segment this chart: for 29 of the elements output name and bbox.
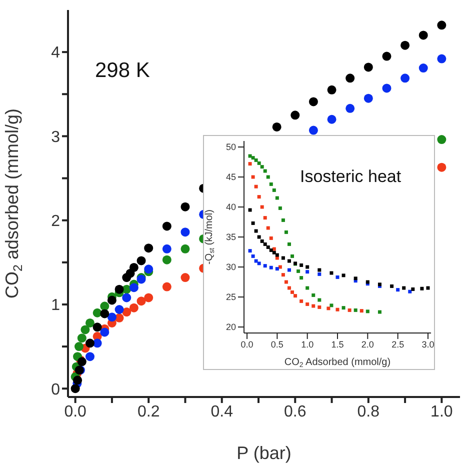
y-tick-label: 25 [226, 292, 236, 302]
y-tick-label: 45 [226, 172, 236, 182]
y-tick-label: 50 [226, 142, 236, 152]
x-tick-label: 0.6 [284, 403, 306, 420]
x-axis-title: CO$_{2}$ Adsorbed (mmol/g) [284, 357, 391, 370]
y-tick-label: 2 [51, 213, 60, 230]
x-axis-title: P (bar) [236, 443, 292, 463]
x-tick-label: 0.8 [357, 403, 380, 420]
y-tick-label: 35 [226, 232, 236, 242]
x-tick-label: 0.5 [270, 339, 284, 350]
y-tick-label: 4 [51, 44, 60, 62]
y-tick-label: 40 [226, 202, 236, 212]
y-tick-label: 1 [51, 297, 60, 314]
x-tick-label: 3.0 [422, 339, 434, 350]
y-tick-label: 0 [51, 381, 60, 398]
x-tick-label: 0.2 [137, 403, 160, 420]
annotation: 298 K [95, 59, 150, 83]
annotation: Isosteric heat [300, 167, 402, 187]
x-tick-label: 2.5 [392, 339, 404, 350]
x-tick-label: 2.0 [361, 339, 374, 350]
x-tick-label: 1.5 [331, 339, 344, 350]
x-tick-label: 1.0 [430, 403, 453, 420]
x-tick-label: 1.0 [301, 339, 314, 350]
y-tick-label: 20 [226, 322, 236, 332]
x-tick-label: 0.0 [64, 403, 87, 420]
y-tick-label: 3 [51, 128, 60, 146]
x-tick-label: 0.0 [240, 339, 254, 350]
x-tick-label: 0.4 [210, 403, 234, 420]
y-tick-label: 30 [226, 262, 236, 272]
